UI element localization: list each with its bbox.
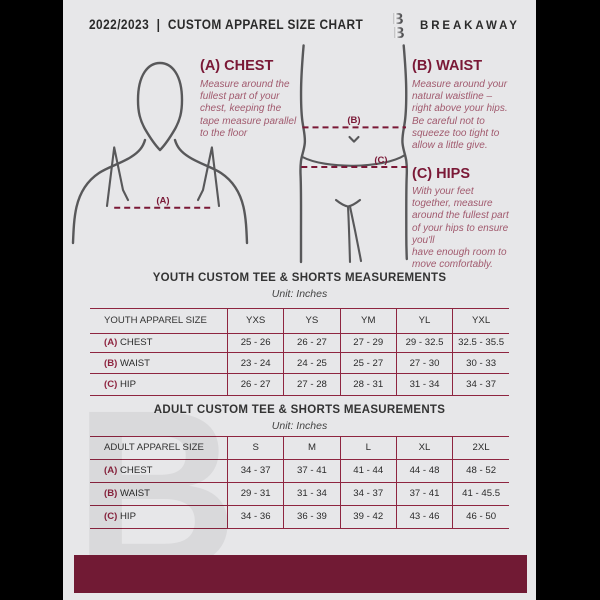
svg-text:B: B [393,25,405,40]
svg-text:(A): (A) [156,196,169,207]
svg-text:(C): (C) [374,155,387,166]
